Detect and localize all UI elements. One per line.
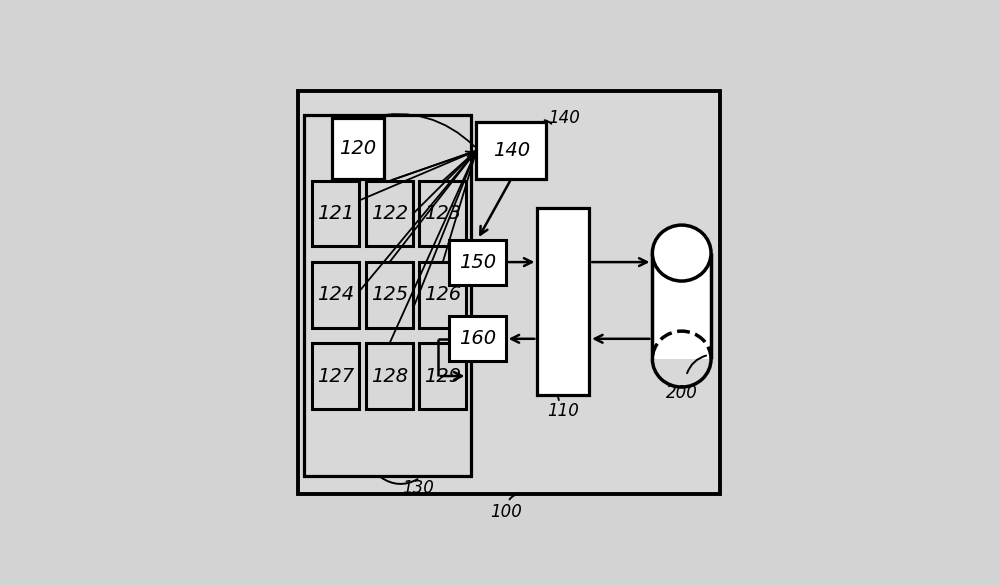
Text: 130: 130: [402, 479, 434, 497]
Bar: [298, 91, 720, 495]
FancyArrowPatch shape: [510, 493, 520, 499]
Bar: [419, 181, 466, 246]
Text: 122: 122: [371, 204, 408, 223]
Bar: [449, 240, 506, 285]
Ellipse shape: [652, 225, 711, 281]
Text: 160: 160: [459, 329, 496, 348]
Bar: [332, 118, 384, 179]
FancyArrowPatch shape: [381, 477, 418, 484]
Text: 110: 110: [547, 402, 579, 420]
Polygon shape: [652, 253, 711, 359]
Text: 150: 150: [459, 253, 496, 271]
Text: 125: 125: [371, 285, 408, 304]
Text: 120: 120: [339, 139, 377, 158]
Text: 129: 129: [424, 366, 461, 386]
Bar: [304, 115, 471, 476]
Text: 123: 123: [424, 204, 461, 223]
Text: 200: 200: [666, 384, 698, 402]
Text: 100: 100: [490, 503, 522, 520]
Text: 126: 126: [424, 285, 461, 304]
Text: 140: 140: [493, 141, 530, 160]
Bar: [312, 343, 359, 409]
Text: 127: 127: [317, 366, 354, 386]
Bar: [419, 262, 466, 328]
Bar: [366, 181, 413, 246]
Bar: [476, 122, 546, 179]
Text: 121: 121: [317, 204, 354, 223]
Bar: [312, 262, 359, 328]
Bar: [366, 262, 413, 328]
Bar: [419, 343, 466, 409]
Text: 128: 128: [371, 366, 408, 386]
FancyArrowPatch shape: [687, 356, 706, 373]
Bar: [312, 181, 359, 246]
Text: 124: 124: [317, 285, 354, 304]
Text: 140: 140: [548, 108, 580, 127]
Bar: [449, 316, 506, 362]
FancyArrowPatch shape: [545, 120, 551, 124]
Bar: [366, 343, 413, 409]
FancyArrowPatch shape: [371, 114, 474, 146]
Bar: [537, 208, 589, 395]
